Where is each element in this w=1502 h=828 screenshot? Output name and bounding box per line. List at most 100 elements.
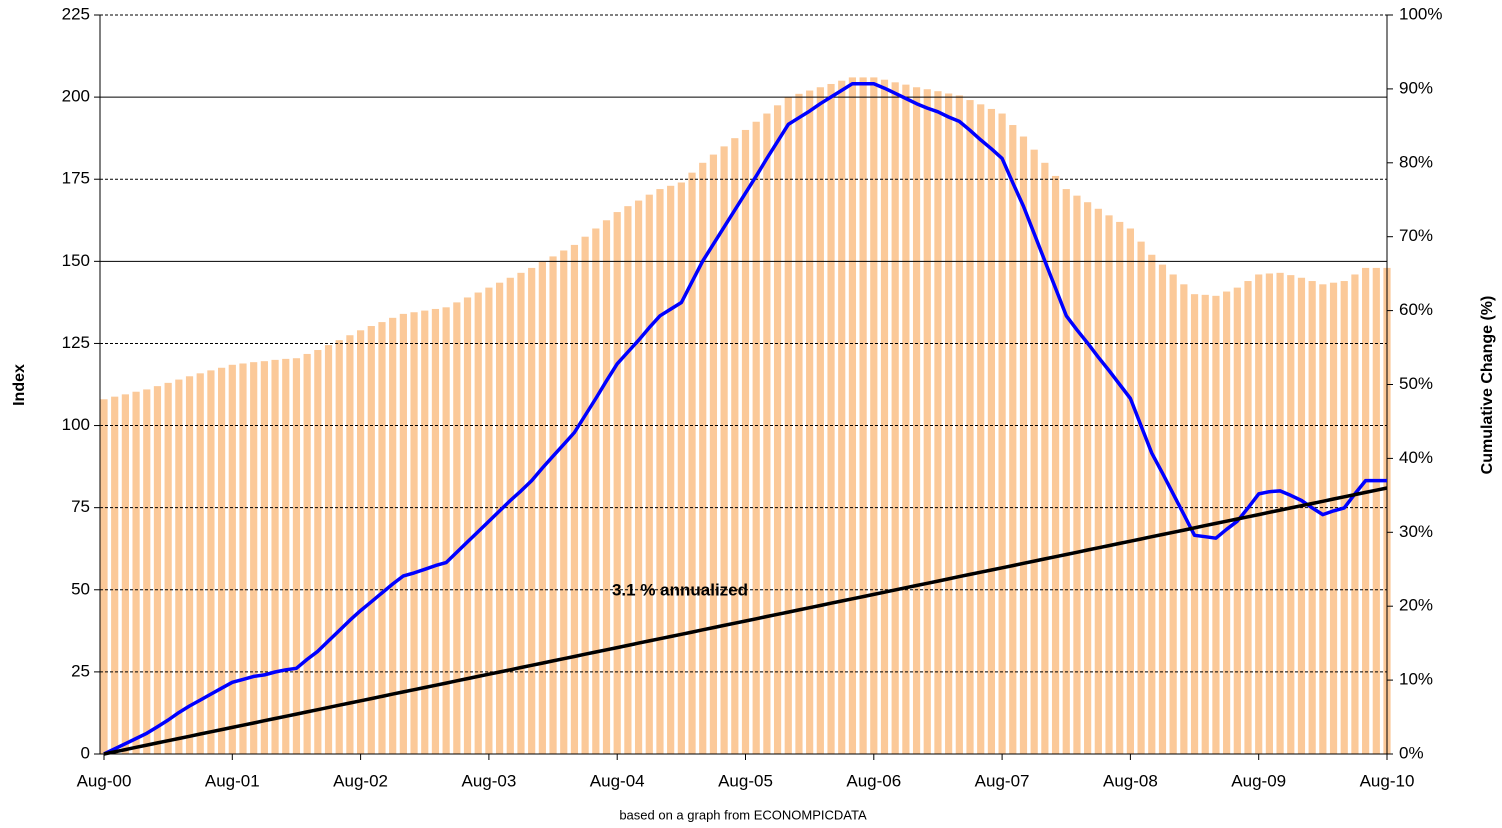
bar — [891, 82, 899, 754]
y-tick-label: 125 — [62, 333, 90, 352]
bar — [1340, 281, 1348, 754]
bar — [495, 282, 504, 754]
y2-tick-label: 60% — [1399, 300, 1433, 319]
bar — [410, 312, 418, 754]
bar — [399, 313, 407, 754]
y-tick-label: 100 — [62, 415, 90, 434]
y-tick-label: 200 — [62, 87, 90, 106]
bar — [143, 389, 151, 754]
bar — [1297, 277, 1306, 754]
bar — [463, 297, 472, 754]
bar — [100, 399, 108, 754]
x-tick-label: Aug-08 — [1103, 771, 1158, 790]
y-tick-label: 0 — [81, 743, 90, 762]
bar — [1041, 162, 1049, 755]
bar — [1105, 215, 1113, 755]
bar — [966, 100, 974, 754]
footnote: based on a graph from ECONOMPICDATA — [619, 807, 867, 822]
bar — [741, 129, 750, 754]
bar — [570, 244, 579, 754]
x-tick-label: Aug-04 — [590, 771, 645, 790]
bar — [902, 84, 910, 754]
bar — [250, 362, 258, 754]
bar — [1094, 208, 1102, 754]
bar — [1062, 189, 1070, 754]
bar — [816, 87, 824, 755]
x-tick-label: Aug-05 — [718, 771, 773, 790]
bar — [1158, 264, 1167, 754]
bar — [228, 364, 236, 754]
bar — [1180, 284, 1188, 754]
y2-tick-label: 70% — [1399, 226, 1433, 245]
bar — [1126, 228, 1134, 754]
bar — [763, 113, 771, 755]
y-tick-label: 25 — [71, 661, 90, 680]
y-tick-label: 175 — [62, 169, 90, 188]
bar — [1073, 195, 1081, 755]
bar — [987, 108, 996, 754]
bar — [1287, 275, 1295, 754]
bar — [314, 350, 322, 754]
y2-tick-label: 90% — [1399, 78, 1433, 97]
bar — [784, 97, 792, 755]
bar — [303, 353, 311, 754]
x-tick-label: Aug-07 — [975, 771, 1030, 790]
y-tick-label: 150 — [62, 251, 90, 270]
bar — [795, 93, 803, 755]
bar — [1019, 136, 1028, 755]
bar — [421, 310, 429, 754]
bar — [1190, 294, 1199, 754]
bar — [688, 172, 696, 755]
y2-tick-label: 50% — [1399, 374, 1433, 393]
bar — [634, 200, 643, 754]
y2-axis-label: Cumulative Change (%) — [1479, 296, 1496, 475]
bar — [164, 382, 172, 754]
bar — [517, 272, 525, 754]
x-tick-label: Aug-09 — [1231, 771, 1286, 790]
bar — [677, 182, 685, 755]
bar — [1351, 274, 1359, 754]
bar — [1051, 175, 1060, 755]
bar — [1137, 241, 1145, 755]
bar — [207, 370, 215, 754]
bar — [153, 386, 162, 754]
bar — [132, 391, 140, 754]
annotation: 3.1 % annualized — [612, 580, 748, 599]
y2-tick-label: 30% — [1399, 522, 1433, 541]
bar — [185, 376, 194, 754]
bar — [1116, 221, 1124, 755]
bar — [271, 359, 279, 754]
y2-tick-label: 40% — [1399, 448, 1433, 467]
bar — [442, 307, 450, 754]
y2-tick-label: 20% — [1399, 596, 1433, 615]
bar — [848, 77, 857, 755]
bar — [282, 358, 290, 754]
y2-tick-label: 10% — [1399, 670, 1433, 689]
bar — [1319, 284, 1327, 754]
y2-tick-label: 100% — [1399, 4, 1442, 23]
bar — [389, 317, 397, 754]
bar — [945, 93, 953, 754]
bar — [720, 146, 728, 754]
bar — [335, 340, 343, 754]
bar — [175, 379, 183, 754]
bar — [838, 80, 846, 754]
line — [103, 81, 1387, 756]
x-tick-label: Aug-10 — [1360, 771, 1415, 790]
bar — [827, 83, 835, 755]
bar — [528, 267, 536, 754]
bar — [709, 154, 718, 755]
bar — [667, 185, 675, 754]
y2-tick-label: 80% — [1399, 152, 1433, 171]
bar — [806, 90, 814, 754]
bar — [346, 335, 354, 754]
bar — [111, 396, 119, 754]
bar — [870, 77, 878, 755]
bar — [367, 326, 375, 754]
bar — [955, 95, 963, 755]
bar — [196, 373, 204, 754]
y2-tick-label: 0% — [1399, 743, 1424, 762]
bar — [998, 113, 1006, 755]
bar — [292, 358, 301, 754]
bar — [699, 162, 707, 755]
